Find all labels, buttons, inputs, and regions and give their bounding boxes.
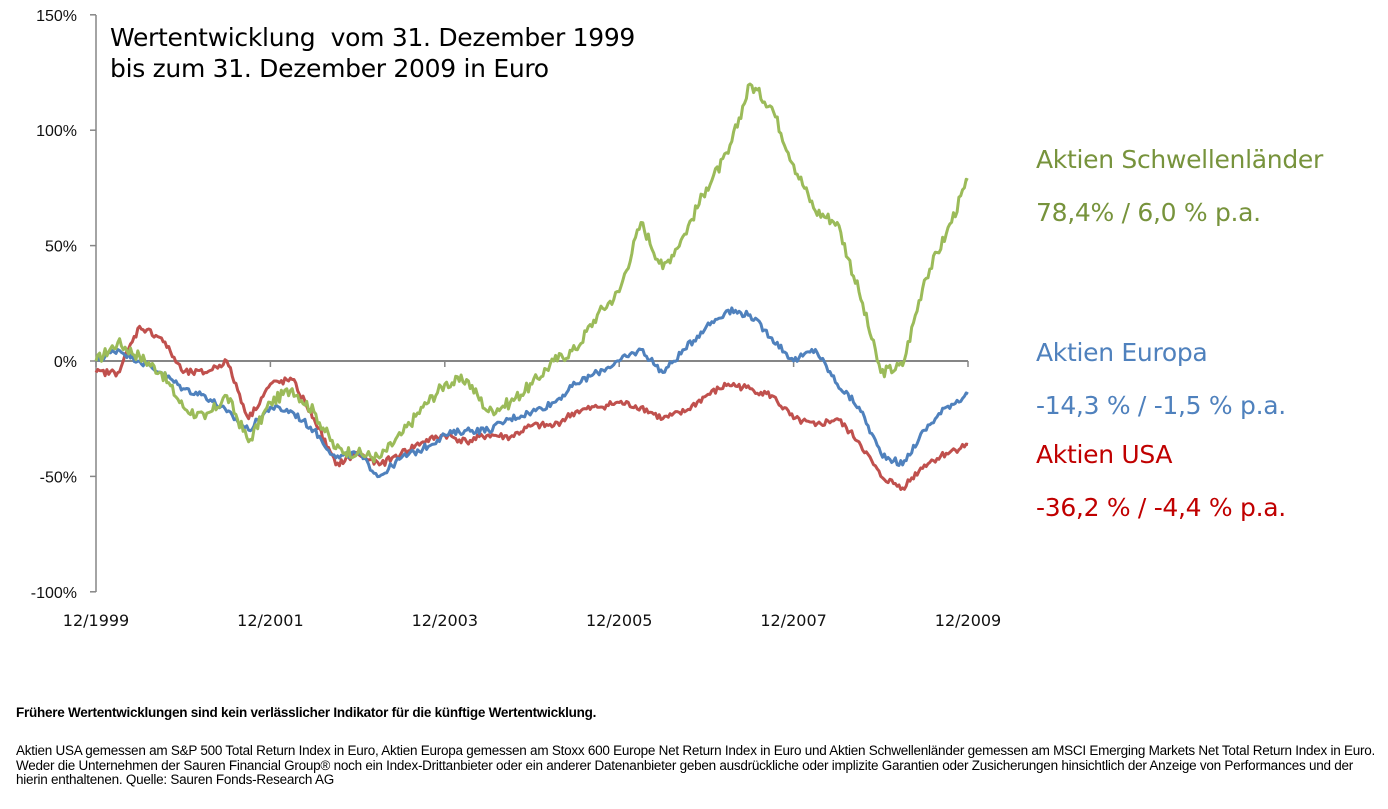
legend-usa-performance: -36,2 % / -4,4 % p.a.	[1036, 493, 1286, 522]
legend-emerging-markets-name: Aktien Schwellenländer	[1036, 145, 1323, 174]
legend-europe: Aktien Europa -14,3 % / -1,5 % p.a.	[1036, 338, 1286, 421]
x-tick-label: 12/2001	[237, 611, 303, 630]
disclaimer-text: Frühere Wertentwicklungen sind kein verl…	[16, 705, 597, 720]
y-tick-label: 0%	[54, 354, 77, 371]
legend-europe-name: Aktien Europa	[1036, 338, 1208, 367]
series-lines	[94, 82, 969, 491]
chart-title-line-1: Wertentwicklung vom 31. Dezember 1999	[110, 23, 636, 52]
legend-europe-performance: -14,3 % / -1,5 % p.a.	[1036, 391, 1286, 420]
y-axis	[90, 14, 97, 593]
y-tick-label: -100%	[31, 585, 77, 602]
legend-emerging-markets-performance: 78,4% / 6,0 % p.a.	[1036, 198, 1261, 227]
x-tick-label: 12/2003	[412, 611, 478, 630]
chart-title-line-2: bis zum 31. Dezember 2009 in Euro	[110, 54, 549, 83]
legend-usa-name: Aktien USA	[1036, 440, 1173, 469]
legend-emerging-markets: Aktien Schwellenländer 78,4% / 6,0 % p.a…	[1036, 145, 1323, 228]
source-notes: Aktien USA gemessen am S&P 500 Total Ret…	[16, 743, 1376, 787]
y-tick-label: -50%	[40, 469, 77, 486]
series-line-aktien-schwellenländer	[94, 82, 969, 464]
x-tick-label: 12/2005	[586, 611, 652, 630]
x-tick-label: 12/2007	[760, 611, 826, 630]
y-tick-label: 50%	[45, 239, 77, 256]
series-line-aktien-europa	[94, 306, 969, 479]
legend-usa: Aktien USA -36,2 % / -4,4 % p.a.	[1036, 440, 1286, 523]
x-tick-label: 12/1999	[63, 611, 129, 630]
chart-title: Wertentwicklung vom 31. Dezember 1999 bi…	[110, 22, 635, 84]
y-tick-label: 100%	[36, 123, 77, 140]
y-tick-label: 150%	[36, 8, 77, 25]
x-tick-label: 12/2009	[935, 611, 1001, 630]
line-chart: -100% -50% 0% 50% 100% 150% 12/1999 12/2001 12/…	[31, 8, 1001, 630]
series-line-aktien-usa	[94, 324, 969, 491]
